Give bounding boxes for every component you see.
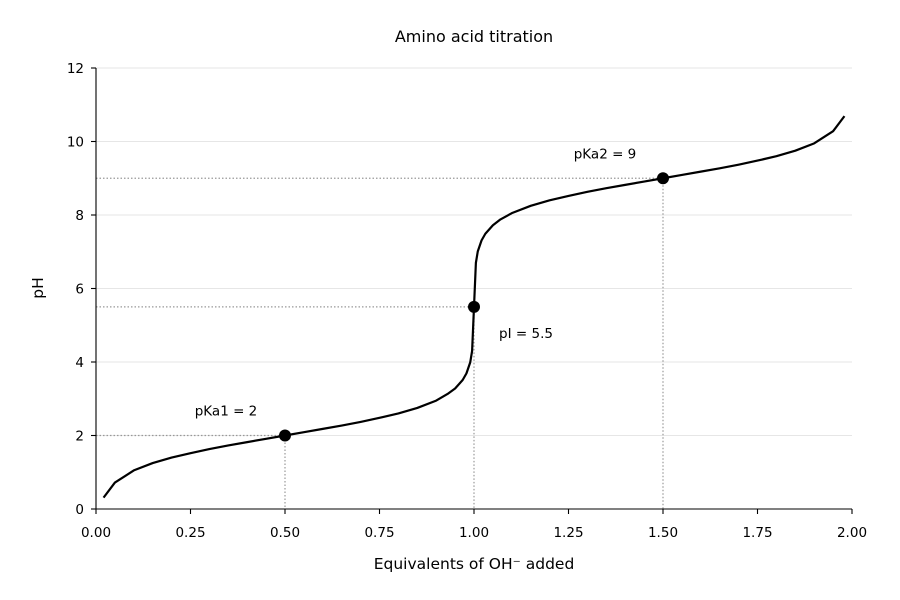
chart-title: Amino acid titration <box>395 27 553 46</box>
points <box>279 172 669 442</box>
x-tick-label: 0.00 <box>81 525 111 541</box>
equivalence-point-marker <box>657 172 669 185</box>
equivalence-point-marker <box>279 429 291 442</box>
labels: pKa1 = 2 pI = 5.5 pKa2 = 9 <box>195 146 637 419</box>
axes: 0 2 4 6 8 10 12 0.00 0.25 0.50 0.75 1.00 1.25 1.50 1.7… <box>67 61 867 541</box>
y-tick-label: 8 <box>75 208 84 224</box>
point-annotation: pKa2 = 9 <box>574 146 637 162</box>
y-tick-label: 2 <box>75 429 84 445</box>
guide-lines <box>96 177 664 509</box>
y-tick-label: 12 <box>67 61 84 77</box>
x-tick-label: 0.25 <box>175 525 205 541</box>
y-tick-label: 4 <box>75 355 84 371</box>
point-annotation: pKa1 = 2 <box>195 404 258 420</box>
y-tick-label: 10 <box>67 135 84 151</box>
x-tick-label: 0.50 <box>270 525 300 541</box>
x-tick-label: 1.50 <box>648 525 678 541</box>
x-tick-label: 2.00 <box>837 525 867 541</box>
x-tick-label: 1.75 <box>742 525 772 541</box>
y-tick-label: 6 <box>75 282 84 298</box>
point-annotation: pI = 5.5 <box>499 326 553 342</box>
y-axis-title: pH <box>29 277 47 299</box>
x-tick-label: 0.75 <box>364 525 394 541</box>
x-tick-label: 1.25 <box>553 525 583 541</box>
x-axis-title: Equivalents of OH⁻ added <box>374 555 575 573</box>
x-tick-label: 1.00 <box>459 525 489 541</box>
equivalence-point-marker <box>468 300 480 313</box>
y-tick-label: 0 <box>75 502 84 518</box>
